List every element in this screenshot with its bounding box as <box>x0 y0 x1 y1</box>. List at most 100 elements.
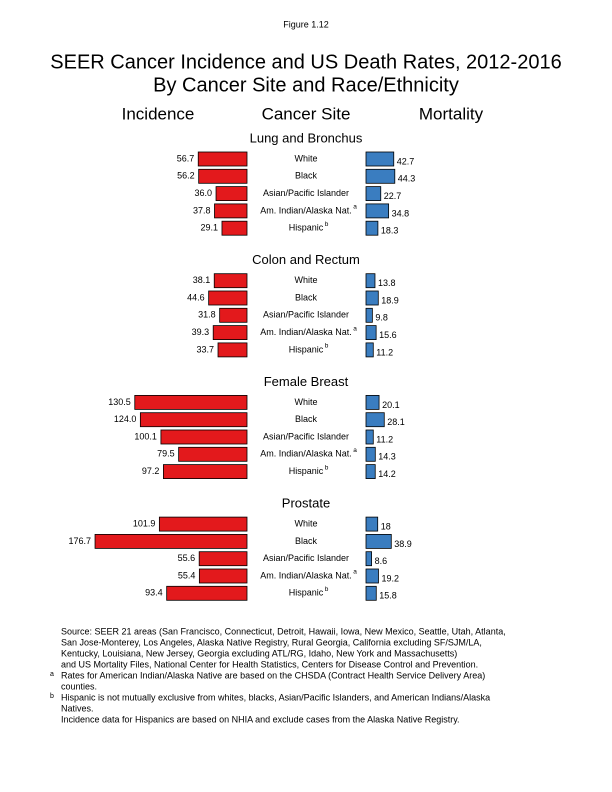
value-label: 124.0 <box>114 414 137 424</box>
mortality-bar <box>365 290 379 306</box>
value-label: 44.3 <box>398 174 416 184</box>
category-label: Black <box>295 171 318 181</box>
category-label: Am. Indian/Alaska Nat. <box>260 449 352 459</box>
value-label: 38.9 <box>394 539 412 549</box>
value-label: 33.7 <box>196 344 214 354</box>
incidence-bar <box>213 273 248 289</box>
title: SEER Cancer Incidence and US Death Rates… <box>50 51 561 73</box>
mortality-bar <box>365 342 374 358</box>
value-label: 18.3 <box>381 226 399 236</box>
source-text: Kentucky, Louisiana, New Jersey, Georgia… <box>61 648 457 658</box>
value-label: 56.2 <box>177 171 195 181</box>
incidence-bar <box>212 325 248 341</box>
category-label: Hispanic <box>289 466 324 476</box>
incidence-bar <box>94 534 248 549</box>
category-label: Asian/Pacific Islander <box>263 188 349 198</box>
category-label: Hispanic <box>289 344 324 354</box>
footnote-text: Natives. <box>61 703 94 713</box>
panel-title: Colon and Rectum <box>252 252 360 267</box>
value-label: 79.5 <box>157 449 175 459</box>
value-label: 34.8 <box>392 208 410 218</box>
incidence-bar <box>198 168 248 184</box>
value-label: 100.1 <box>134 431 157 441</box>
category-label: Black <box>295 414 318 424</box>
figure-label: Figure 1.12 <box>283 19 329 29</box>
footnote-marker: a <box>353 204 357 211</box>
value-label: 9.8 <box>375 313 388 323</box>
mortality-bar <box>365 446 376 462</box>
value-label: 8.6 <box>375 556 388 566</box>
footnote-marker: a <box>353 569 357 576</box>
category-label: White <box>294 275 317 285</box>
mortality-bar <box>365 220 379 236</box>
incidence-bar <box>221 220 248 236</box>
value-label: 44.6 <box>187 292 205 302</box>
category-label: Am. Indian/Alaska Nat. <box>260 327 352 337</box>
footnote-marker: b <box>50 693 54 700</box>
footnote-text: Rates for American Indian/Alaska Native … <box>61 670 485 680</box>
incidence-bar <box>134 394 248 410</box>
incidence-bar <box>214 203 248 219</box>
footnote-marker: a <box>353 447 357 454</box>
footnote-marker: a <box>50 671 54 678</box>
value-label: 176.7 <box>69 536 92 546</box>
mortality-bar <box>365 273 376 289</box>
mortality-bar <box>365 464 376 480</box>
footnote-marker: b <box>325 586 329 593</box>
mortality-bar <box>365 412 385 428</box>
panel-title: Lung and Bronchus <box>250 130 363 145</box>
category-label: Asian/Pacific Islander <box>263 310 349 320</box>
value-label: 55.6 <box>178 553 196 563</box>
column-header: Incidence <box>122 104 195 123</box>
footnote-marker: b <box>325 343 329 350</box>
incidence-bar <box>163 464 248 480</box>
value-label: 42.7 <box>397 156 415 166</box>
incidence-bar <box>217 342 248 358</box>
category-label: Asian/Pacific Islander <box>263 431 349 441</box>
value-label: 18 <box>381 521 391 531</box>
source-text: San Jose-Monterey, Los Angeles, Alaska N… <box>61 637 482 647</box>
category-label: Am. Indian/Alaska Nat. <box>260 570 352 580</box>
category-label: Asian/Pacific Islander <box>263 553 349 563</box>
value-label: 93.4 <box>145 588 163 598</box>
value-label: 97.2 <box>142 466 160 476</box>
value-label: 56.7 <box>177 153 195 163</box>
value-label: 31.8 <box>198 310 216 320</box>
footnote-marker: b <box>325 221 329 228</box>
value-label: 15.6 <box>379 330 397 340</box>
panel-title: Prostate <box>282 496 330 511</box>
incidence-bar <box>139 412 248 428</box>
mortality-bar <box>365 394 380 410</box>
value-label: 14.3 <box>378 452 396 462</box>
value-label: 11.2 <box>376 347 393 357</box>
value-label: 15.8 <box>379 591 397 601</box>
value-label: 19.2 <box>381 573 399 583</box>
category-label: Am. Indian/Alaska Nat. <box>260 205 352 215</box>
value-label: 29.1 <box>200 223 218 233</box>
mortality-bar <box>365 585 377 601</box>
value-label: 55.4 <box>178 570 196 580</box>
mortality-bar <box>365 186 382 202</box>
value-label: 20.1 <box>382 400 400 410</box>
panel-title: Female Breast <box>264 374 349 389</box>
incidence-bar <box>198 568 248 584</box>
value-label: 13.8 <box>378 278 396 288</box>
mortality-bar <box>365 307 373 323</box>
mortality-bar <box>365 516 379 532</box>
category-label: White <box>294 518 317 528</box>
footnote-marker: a <box>353 325 357 332</box>
incidence-bar <box>215 186 248 202</box>
value-label: 101.9 <box>133 518 156 528</box>
source-text: Source: SEER 21 areas (San Francisco, Co… <box>61 626 506 636</box>
incidence-bar <box>219 307 248 323</box>
category-label: White <box>294 397 317 407</box>
value-label: 38.1 <box>193 275 211 285</box>
category-label: Hispanic <box>289 223 324 233</box>
incidence-bar <box>166 585 248 601</box>
category-label: White <box>294 153 317 163</box>
mortality-bar <box>365 551 372 567</box>
mortality-bar <box>365 203 390 219</box>
value-label: 28.1 <box>387 417 405 427</box>
incidence-bar <box>208 290 248 306</box>
